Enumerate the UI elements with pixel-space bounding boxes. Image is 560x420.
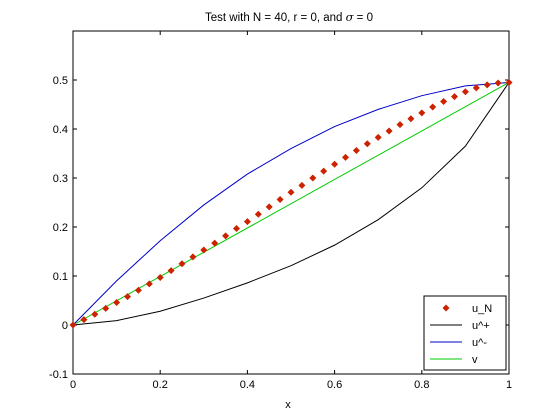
series-line-u^-: [72, 81, 510, 326]
data-point: [156, 273, 164, 281]
legend-label: u^+: [472, 320, 490, 332]
y-tick-label: -0.1: [49, 369, 68, 381]
data-point: [331, 160, 339, 168]
data-point: [243, 218, 251, 226]
data-point: [134, 286, 142, 294]
y-tick-label: 0.1: [53, 271, 68, 283]
data-point: [102, 304, 110, 312]
legend-marker: [442, 304, 450, 312]
legend-label: v: [472, 354, 478, 366]
y-tick-label: 0.3: [53, 173, 68, 185]
data-point: [429, 103, 437, 111]
x-tick-label: 0.6: [327, 379, 342, 391]
data-point: [124, 293, 131, 301]
data-point: [374, 133, 382, 141]
x-tick-label: 1: [506, 379, 512, 391]
data-point: [233, 224, 240, 232]
x-axis-label: x: [285, 399, 291, 411]
data-point: [352, 147, 360, 155]
x-tick-label: 0.8: [414, 379, 429, 391]
y-tick-label: 0.4: [53, 124, 68, 136]
data-point: [451, 93, 458, 101]
data-point: [69, 321, 77, 329]
data-point: [211, 239, 219, 247]
data-point: [254, 210, 262, 218]
data-point: [200, 246, 208, 254]
series-line-u^+: [72, 82, 510, 326]
data-point: [276, 196, 284, 204]
x-tick-label: 0: [70, 379, 76, 391]
legend-label: u_N: [472, 303, 492, 315]
data-point: [222, 232, 230, 240]
data-point: [483, 81, 491, 89]
data-point: [461, 88, 469, 96]
chart-title: Test with N = 40, r = 0, and σ = 0: [205, 10, 373, 24]
data-point: [505, 78, 513, 86]
data-point: [145, 280, 153, 288]
data-point: [265, 203, 273, 211]
x-tick-label: 0.2: [153, 379, 168, 391]
data-point: [309, 174, 317, 182]
data-point: [396, 121, 404, 129]
data-point: [407, 115, 415, 123]
data-point: [363, 140, 371, 148]
data-point: [342, 153, 349, 161]
legend-label: u^-: [472, 337, 487, 349]
legend-box: [423, 295, 507, 371]
data-point: [189, 253, 197, 261]
data-point: [167, 267, 175, 275]
data-point: [91, 310, 99, 318]
y-tick-label: 0.5: [53, 75, 68, 87]
data-point: [320, 167, 328, 175]
data-point: [385, 127, 393, 135]
series-line-v: [72, 82, 510, 326]
data-point: [494, 79, 502, 87]
legend: u_N u^+ u^- v: [423, 295, 507, 371]
data-point: [80, 316, 88, 324]
data-point: [113, 298, 121, 306]
data-point: [287, 188, 295, 196]
data-point: [472, 84, 480, 92]
data-point: [178, 260, 186, 268]
y-tick-label: 0: [62, 320, 68, 332]
data-point: [298, 181, 306, 189]
x-tick-label: 0.4: [240, 379, 255, 391]
data-point: [418, 109, 426, 117]
data-point: [440, 98, 448, 106]
y-tick-label: 0.2: [53, 222, 68, 234]
